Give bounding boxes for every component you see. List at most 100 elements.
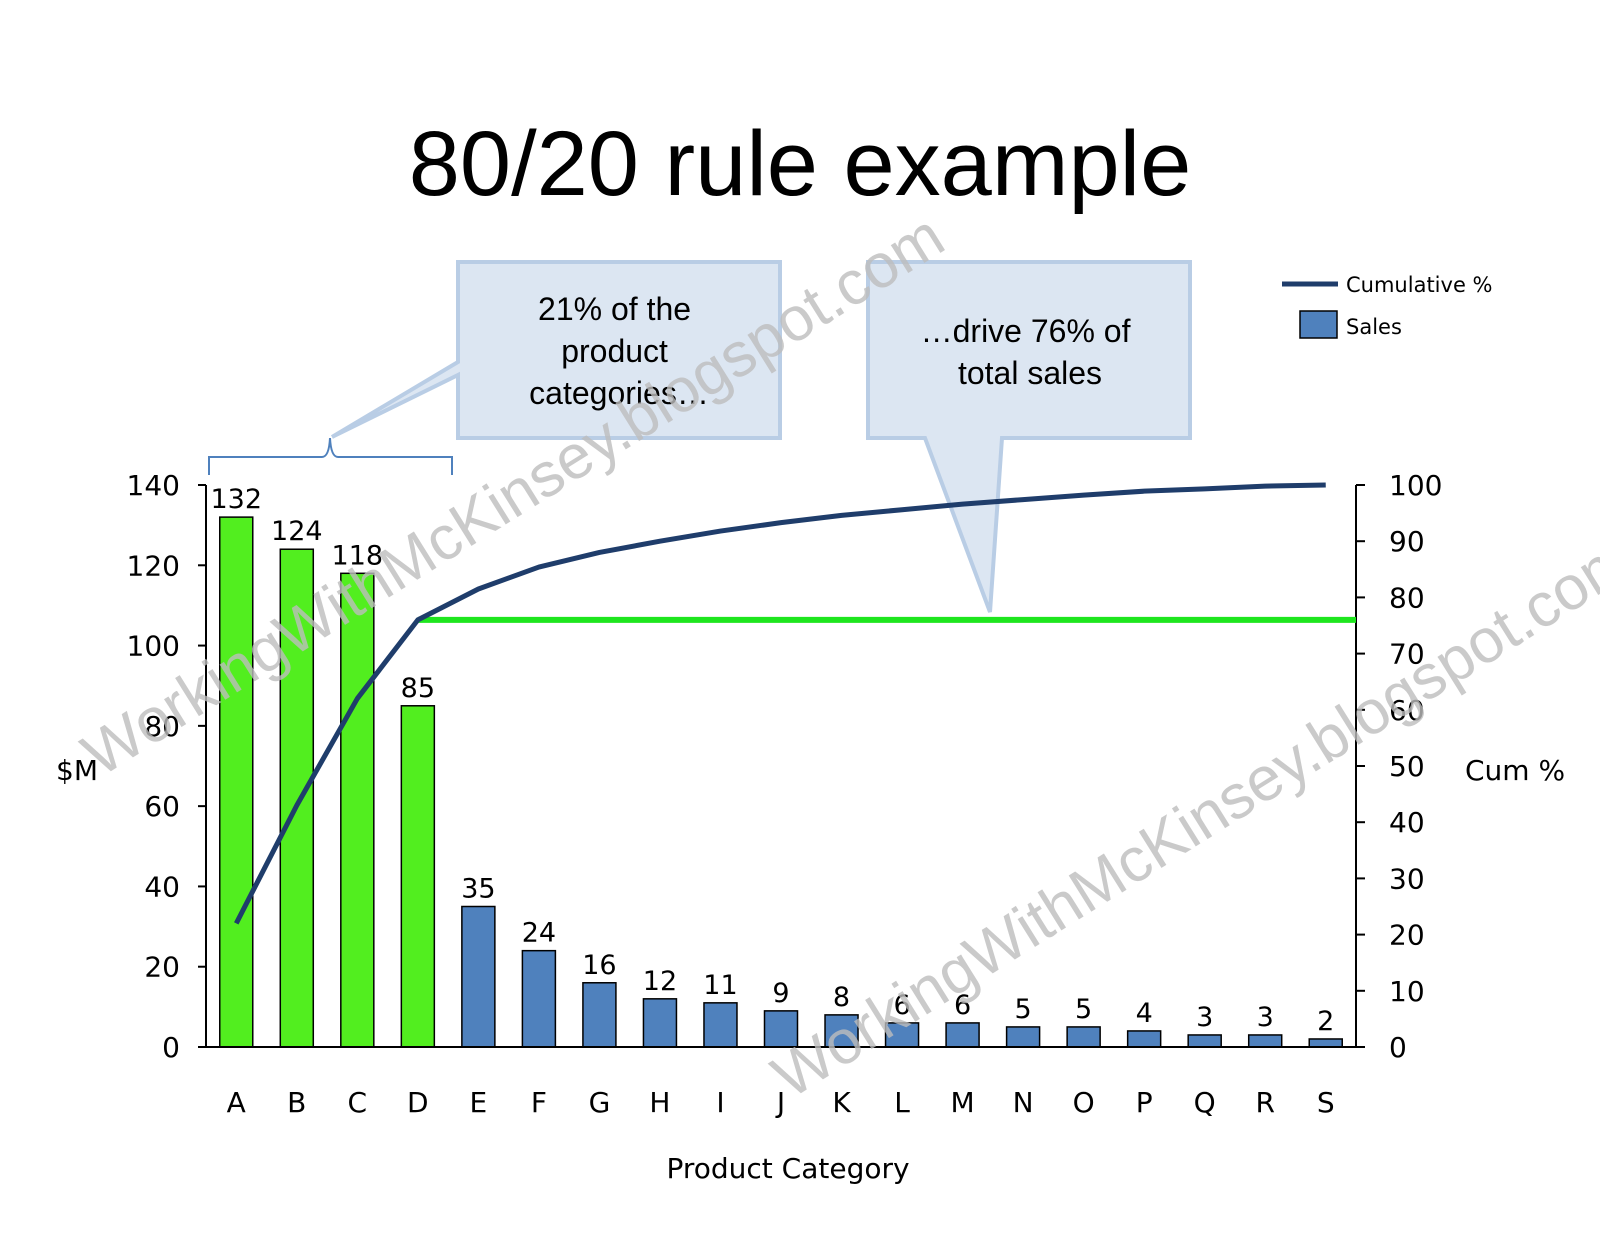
- callout-right-line: total sales: [958, 355, 1102, 391]
- y2-axis-title: Cum %: [1465, 754, 1565, 787]
- bar: [400, 705, 436, 1048]
- callout-right-shape: [866, 260, 1192, 613]
- x-tick-label: N: [1013, 1086, 1034, 1119]
- bar: [642, 998, 678, 1048]
- x-tick-label: C: [348, 1086, 368, 1119]
- y-tick-label: 80: [144, 710, 180, 743]
- bar: [340, 572, 375, 1048]
- bar-value-label: 5: [1015, 994, 1032, 1025]
- callout-left-line: 21% of the: [538, 291, 691, 327]
- bar: [461, 905, 496, 1048]
- y2-tick-label: 90: [1389, 525, 1425, 558]
- watermark: WorkingWithMcKinsey.blogspot.com: [761, 523, 1600, 1112]
- x-tick-label: H: [649, 1086, 670, 1119]
- bar: [582, 982, 617, 1048]
- bar-labels-group: 132 124 118 85 35 24 16 12 11 9 8 6 6 5 5 4 3 3 2: [210, 484, 1334, 1037]
- bar-value-label: 9: [772, 978, 789, 1009]
- bar-value-label: 85: [401, 673, 435, 704]
- callout-left-shape: [330, 260, 782, 440]
- y-tick-label: 60: [144, 790, 180, 823]
- bar-value-label: 6: [954, 990, 971, 1021]
- x-tick-label: E: [470, 1086, 488, 1119]
- x-axis-title: Product Category: [666, 1152, 909, 1185]
- bar: [521, 949, 557, 1048]
- x-tick-label: G: [589, 1086, 611, 1119]
- callout-left-line: categories…: [529, 375, 709, 411]
- bar: [219, 516, 254, 1048]
- legend: Cumulative % Sales: [1282, 273, 1493, 339]
- x-tick-label: P: [1136, 1086, 1153, 1119]
- y2-tick-label: 80: [1389, 581, 1425, 614]
- bar-value-label: 3: [1257, 1002, 1274, 1033]
- x-tick-label: K: [832, 1086, 851, 1119]
- cumulative-line: [234, 482, 1326, 925]
- bracket: [208, 437, 453, 475]
- y-tick-label: 20: [144, 951, 180, 984]
- callout-left: 21% of the product categories…: [330, 260, 782, 440]
- x-tick-label: A: [227, 1086, 246, 1119]
- axes-group: A B C D E F G H I J K L M N O P Q R S 0 20 40 60 80 100 120 140 0 10…: [127, 469, 1443, 1119]
- y2-tick-label: 20: [1389, 919, 1425, 952]
- bar: [884, 1022, 920, 1048]
- bar: [824, 1014, 859, 1048]
- bar: [1066, 1026, 1101, 1048]
- legend-bar-swatch: [1299, 310, 1338, 339]
- y2-tick-label: 30: [1389, 862, 1425, 895]
- bar-value-label: 118: [332, 540, 384, 571]
- x-tick-label: L: [894, 1086, 910, 1119]
- chart-title: 80/20 rule example: [409, 113, 1192, 215]
- bar-value-label: 132: [210, 484, 262, 515]
- legend-bar-label: Sales: [1346, 315, 1402, 339]
- x-tick-label: R: [1255, 1086, 1274, 1119]
- y2-tick-label: 60: [1389, 694, 1425, 727]
- y2-tick-label: 50: [1389, 750, 1425, 783]
- x-tick-label: M: [950, 1086, 974, 1119]
- callout-left-text: 21% of the product categories…: [529, 291, 709, 411]
- bar-value-label: 6: [893, 990, 910, 1021]
- bar: [1187, 1034, 1222, 1048]
- bar-value-label: 35: [461, 874, 495, 905]
- bar-value-label: 124: [271, 516, 323, 547]
- bar: [1005, 1026, 1041, 1048]
- callout-right-line: …drive 76% of: [921, 313, 1131, 349]
- bar-value-label: 5: [1075, 994, 1092, 1025]
- y2-tick-label: 40: [1389, 806, 1425, 839]
- bar: [1308, 1038, 1343, 1048]
- x-tick-label: I: [716, 1086, 724, 1119]
- bar: [1126, 1030, 1162, 1048]
- callout-right-text: …drive 76% of total sales: [921, 313, 1140, 391]
- x-tick-label: Q: [1194, 1086, 1216, 1119]
- y-tick-label: 0: [162, 1031, 180, 1064]
- y2-tick-label: 70: [1389, 638, 1425, 671]
- bar: [1247, 1034, 1283, 1048]
- lines-group: [234, 482, 1356, 925]
- y2-tick-label: 100: [1389, 469, 1442, 502]
- y-tick-label: 40: [144, 870, 180, 903]
- y-tick-label: 140: [127, 469, 180, 502]
- bar: [279, 548, 315, 1048]
- callout-left-line: product: [561, 333, 668, 369]
- bar-value-label: 16: [582, 950, 616, 981]
- bar-value-label: 2: [1317, 1006, 1334, 1037]
- bar-value-label: 3: [1196, 1002, 1213, 1033]
- bar-value-label: 11: [703, 970, 737, 1001]
- x-tick-label: D: [407, 1086, 429, 1119]
- y2-tick-label: 10: [1389, 975, 1425, 1008]
- x-tick-label: O: [1073, 1086, 1095, 1119]
- x-tick-label: F: [531, 1086, 547, 1119]
- bar-value-label: 8: [833, 982, 850, 1013]
- bar-value-label: 12: [643, 966, 677, 997]
- x-tick-label: B: [287, 1086, 306, 1119]
- x-tick-label: J: [775, 1086, 785, 1119]
- bar: [703, 1002, 738, 1048]
- bar-value-label: 4: [1136, 998, 1153, 1029]
- x-tick-label: S: [1317, 1086, 1335, 1119]
- y2-tick-label: 0: [1389, 1031, 1407, 1064]
- y-axis-title: $M: [56, 754, 98, 787]
- legend-line-label: Cumulative %: [1346, 273, 1493, 297]
- bar-value-label: 24: [522, 918, 556, 949]
- callout-right: …drive 76% of total sales: [866, 260, 1192, 613]
- bar: [945, 1022, 980, 1048]
